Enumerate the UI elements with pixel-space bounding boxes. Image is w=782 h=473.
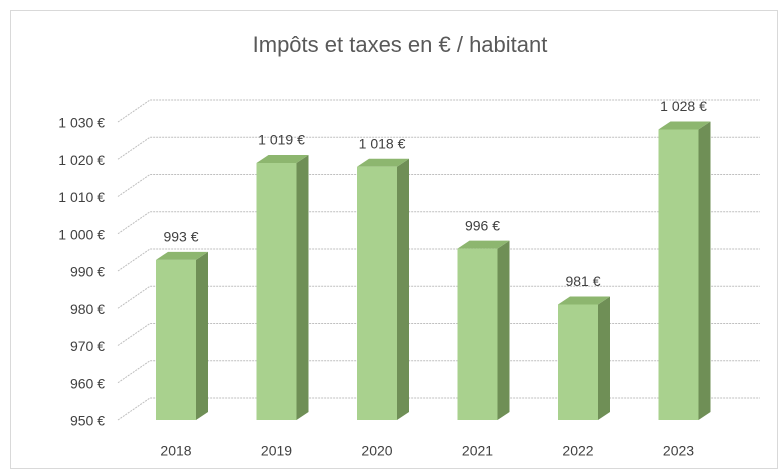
y-tick-label: 990 € <box>70 264 105 280</box>
x-tick-label: 2018 <box>160 443 191 459</box>
value-label: 996 € <box>465 217 500 233</box>
x-tick-label: 2019 <box>261 443 292 459</box>
bar-top <box>658 121 711 130</box>
x-tick-label: 2021 <box>462 443 493 459</box>
value-label: 993 € <box>163 229 198 245</box>
bar <box>256 154 309 420</box>
bar-top <box>156 251 208 260</box>
x-tick-label: 2022 <box>562 443 593 459</box>
bar-side <box>196 251 208 420</box>
bar-front <box>558 304 598 420</box>
bar <box>558 296 610 420</box>
grid-line <box>117 248 760 272</box>
y-tick-label: 1 000 € <box>58 226 105 242</box>
bar-side <box>698 121 711 420</box>
bar-side <box>296 154 309 420</box>
bar-side <box>598 296 610 420</box>
bar-top <box>357 158 409 167</box>
bar-front <box>156 259 196 420</box>
x-tick-label: 2020 <box>361 443 392 459</box>
bar-top <box>457 240 510 249</box>
bar-front <box>256 162 297 420</box>
bar-front <box>658 129 699 420</box>
y-tick-label: 960 € <box>70 375 105 391</box>
y-tick-label: 950 € <box>70 413 105 429</box>
grid-line <box>117 360 760 384</box>
y-tick-label: 970 € <box>70 338 105 354</box>
y-tick-label: 980 € <box>70 301 105 317</box>
bar-top <box>256 154 309 163</box>
grid-line <box>117 397 760 421</box>
grid-line <box>117 211 760 235</box>
y-tick-label: 1 020 € <box>58 152 105 168</box>
grid-line <box>117 99 760 123</box>
bar <box>457 240 510 420</box>
bar-side <box>497 240 510 420</box>
chart-title: Impôts et taxes en € / habitant <box>253 32 548 57</box>
y-tick-label: 1 010 € <box>58 189 105 205</box>
value-label: 1 028 € <box>660 98 707 114</box>
x-tick-label: 2023 <box>663 443 694 459</box>
grid-line <box>117 323 760 346</box>
bar <box>658 121 711 420</box>
value-label: 1 019 € <box>258 132 305 148</box>
bar-top <box>558 296 610 305</box>
grid-line <box>117 285 760 309</box>
y-tick-label: 1 030 € <box>58 115 105 131</box>
bar-side <box>397 158 409 420</box>
grid-line <box>117 136 760 160</box>
bar <box>156 251 208 420</box>
value-label: 981 € <box>565 273 600 289</box>
value-label: 1 018 € <box>359 135 406 151</box>
bar-front <box>457 248 498 420</box>
bar-front <box>357 166 397 420</box>
grid-line <box>117 174 760 197</box>
bar <box>357 158 409 420</box>
